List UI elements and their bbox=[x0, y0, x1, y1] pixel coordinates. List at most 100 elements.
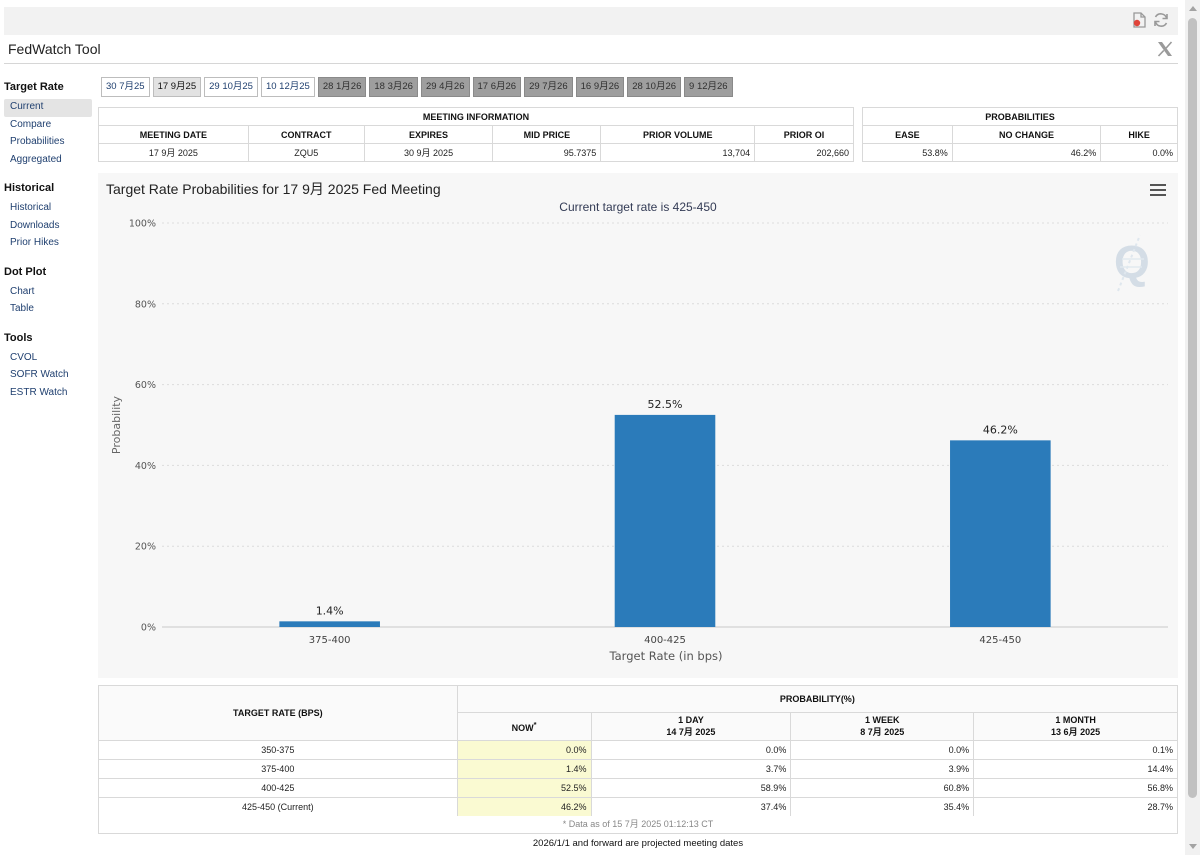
now-cell: 46.2% bbox=[456, 797, 592, 817]
col-header: EXPIRES bbox=[363, 125, 494, 144]
one-day-cell: 3.7% bbox=[590, 759, 792, 779]
scroll-thumb[interactable] bbox=[1188, 18, 1197, 798]
page-scrollbar[interactable] bbox=[1185, 0, 1200, 855]
data-timestamp-footnote: * Data as of 15 7月 2025 01:12:13 CT bbox=[98, 816, 1178, 834]
sidebar-item-downloads[interactable]: Downloads bbox=[10, 219, 60, 231]
probabilities-caption: PROBABILITIES bbox=[862, 107, 1178, 126]
expires-value: 30 9月 2025 bbox=[363, 143, 494, 162]
one-month-cell: 14.4% bbox=[973, 759, 1178, 779]
sidebar-item-cvol[interactable]: CVOL bbox=[10, 351, 38, 363]
sidebar-item-aggregated[interactable]: Aggregated bbox=[10, 153, 62, 165]
svg-text:Q: Q bbox=[1114, 236, 1150, 288]
refresh-icon[interactable] bbox=[1152, 11, 1170, 29]
y-tick-label: 80% bbox=[135, 299, 156, 310]
table-row: 375-400 1.4% 3.7% 3.9% 14.4% bbox=[98, 759, 1178, 779]
sidebar-item-prior-hikes[interactable]: Prior Hikes bbox=[10, 237, 59, 248]
one-day-col-header: 1 DAY 14 7月 2025 bbox=[590, 712, 792, 741]
tab-meeting-projected[interactable]: 29 7月26 bbox=[524, 77, 573, 97]
one-day-cell: 0.0% bbox=[590, 740, 792, 760]
sidebar-group-dot-plot: Dot Plot Chart Table bbox=[4, 263, 92, 319]
data-label: 52.5% bbox=[648, 398, 683, 411]
one-week-cell: 3.9% bbox=[790, 759, 975, 779]
y-tick-label: 20% bbox=[135, 542, 156, 553]
pdf-icon[interactable] bbox=[1130, 11, 1148, 29]
one-week-cell: 60.8% bbox=[790, 778, 975, 798]
one-month-cell: 28.7% bbox=[973, 797, 1178, 817]
rate-cell: 375-400 bbox=[98, 759, 458, 779]
one-month-cell: 0.1% bbox=[973, 740, 1178, 760]
sidebar-heading: Historical bbox=[4, 182, 55, 194]
y-tick-label: 60% bbox=[135, 380, 156, 391]
sidebar-item-table[interactable]: Table bbox=[10, 303, 34, 314]
table-row: 400-425 52.5% 58.9% 60.8% 56.8% bbox=[98, 778, 1178, 798]
one-day-cell: 58.9% bbox=[590, 778, 792, 798]
sidebar-item-estr-watch[interactable]: ESTR Watch bbox=[10, 386, 68, 398]
chart-title: Target Rate Probabilities for 17 9月 2025… bbox=[106, 181, 441, 197]
rate-cell: 350-375 bbox=[98, 740, 458, 760]
bar-425-450[interactable] bbox=[950, 440, 1051, 627]
sidebar-item-historical[interactable]: Historical bbox=[10, 202, 52, 213]
sidebar-group-tools: Tools CVOL SOFR Watch ESTR Watch bbox=[4, 329, 92, 403]
probability-chart: 0% 20% 40% 60% 80% 100% Q 1.4% 375-400 52.5% 400… bbox=[98, 173, 1178, 678]
target-rate-header: TARGET RATE (BPS) bbox=[98, 685, 458, 741]
table-row: 425-450 (Current) 46.2% 37.4% 35.4% 28.7… bbox=[98, 797, 1178, 817]
y-tick-label: 0% bbox=[141, 623, 156, 634]
bar-375-400[interactable] bbox=[279, 621, 380, 627]
x-tick-label: 425-450 bbox=[979, 635, 1021, 646]
tool-title: FedWatch Tool bbox=[8, 41, 101, 57]
tab-meeting[interactable]: 30 7月25 bbox=[101, 77, 150, 97]
meeting-info-table: MEETING INFORMATION MEETING DATE CONTRAC… bbox=[98, 107, 854, 162]
x-tick-label: 400-425 bbox=[644, 635, 686, 646]
meeting-date-tabs: 30 7月25 17 9月25 29 10月25 10 12月25 28 1月2… bbox=[101, 77, 733, 97]
sidebar-group-historical: Historical Historical Downloads Prior Hi… bbox=[4, 179, 92, 253]
tab-meeting-projected[interactable]: 18 3月26 bbox=[369, 77, 418, 97]
one-week-col-header: 1 WEEK 8 7月 2025 bbox=[790, 712, 975, 741]
tab-meeting[interactable]: 10 12月25 bbox=[260, 77, 315, 97]
one-week-cell: 35.4% bbox=[790, 797, 975, 817]
title-divider bbox=[4, 63, 1178, 64]
ease-value: 53.8% bbox=[862, 143, 953, 162]
meeting-info-caption: MEETING INFORMATION bbox=[98, 107, 854, 126]
sidebar-item-sofr-watch[interactable]: SOFR Watch bbox=[10, 369, 69, 380]
probabilities-summary-table: PROBABILITIES EASE NO CHANGE HIKE 53.8% … bbox=[862, 107, 1178, 162]
sidebar-heading: Tools bbox=[4, 331, 33, 344]
y-tick-label: 100% bbox=[129, 219, 156, 230]
sidebar-item-current[interactable]: Current bbox=[4, 99, 92, 117]
tab-meeting[interactable]: 29 10月25 bbox=[204, 77, 258, 97]
sidebar-item-probabilities[interactable]: Probabilities bbox=[10, 136, 65, 147]
sidebar-nav: Target Rate Current Compare Probabilitie… bbox=[4, 78, 92, 412]
now-cell: 0.0% bbox=[456, 740, 592, 760]
sidebar-heading: Target Rate bbox=[4, 81, 64, 93]
y-tick-label: 40% bbox=[135, 461, 156, 472]
x-axis-label: Target Rate (in bps) bbox=[609, 649, 723, 663]
x-tick-label: 375-400 bbox=[309, 635, 351, 646]
x-logo-icon[interactable] bbox=[1156, 40, 1174, 58]
tab-meeting-projected[interactable]: 28 1月26 bbox=[317, 77, 367, 97]
tab-meeting-projected[interactable]: 9 12月26 bbox=[684, 77, 733, 97]
mid-price-value: 95.7375 bbox=[492, 143, 602, 162]
sidebar-item-chart[interactable]: Chart bbox=[10, 285, 35, 297]
now-col-header: NOW* bbox=[456, 712, 592, 741]
tab-meeting-projected[interactable]: 17 6月26 bbox=[472, 77, 522, 97]
tab-meeting-projected[interactable]: 29 4月26 bbox=[420, 77, 470, 97]
tab-meeting-projected[interactable]: 28 10月26 bbox=[627, 77, 682, 97]
bar-400-425[interactable] bbox=[614, 414, 716, 627]
table-row: 350-375 0.0% 0.0% 0.0% 0.1% bbox=[98, 740, 1178, 760]
chart-canvas: 0% 20% 40% 60% 80% 100% Q 1.4% 375-400 52.5% 400… bbox=[110, 219, 1168, 663]
sidebar-heading: Dot Plot bbox=[4, 265, 47, 278]
hamburger-menu-icon[interactable] bbox=[1150, 184, 1166, 197]
scroll-up-arrow-icon[interactable] bbox=[1189, 6, 1197, 11]
prior-volume-value: 13,704 bbox=[600, 143, 756, 162]
sidebar-item-compare[interactable]: Compare bbox=[10, 118, 52, 130]
tab-meeting-selected[interactable]: 17 9月25 bbox=[152, 77, 202, 97]
scroll-down-arrow-icon[interactable] bbox=[1189, 844, 1197, 849]
now-cell: 1.4% bbox=[456, 759, 592, 779]
sidebar-group-target-rate: Target Rate Current Compare Probabilitie… bbox=[4, 78, 92, 169]
col-header: MID PRICE bbox=[492, 125, 602, 144]
col-header: PRIOR OI bbox=[754, 125, 854, 144]
tab-meeting-projected[interactable]: 16 9月26 bbox=[575, 77, 625, 97]
now-cell: 52.5% bbox=[456, 778, 592, 798]
probability-header: PROBABILITY(%) bbox=[456, 685, 1179, 713]
chart-subtitle: Current target rate is 425-450 bbox=[559, 200, 717, 214]
projected-dates-note: 2026/1/1 and forward are projected meeti… bbox=[532, 838, 744, 849]
